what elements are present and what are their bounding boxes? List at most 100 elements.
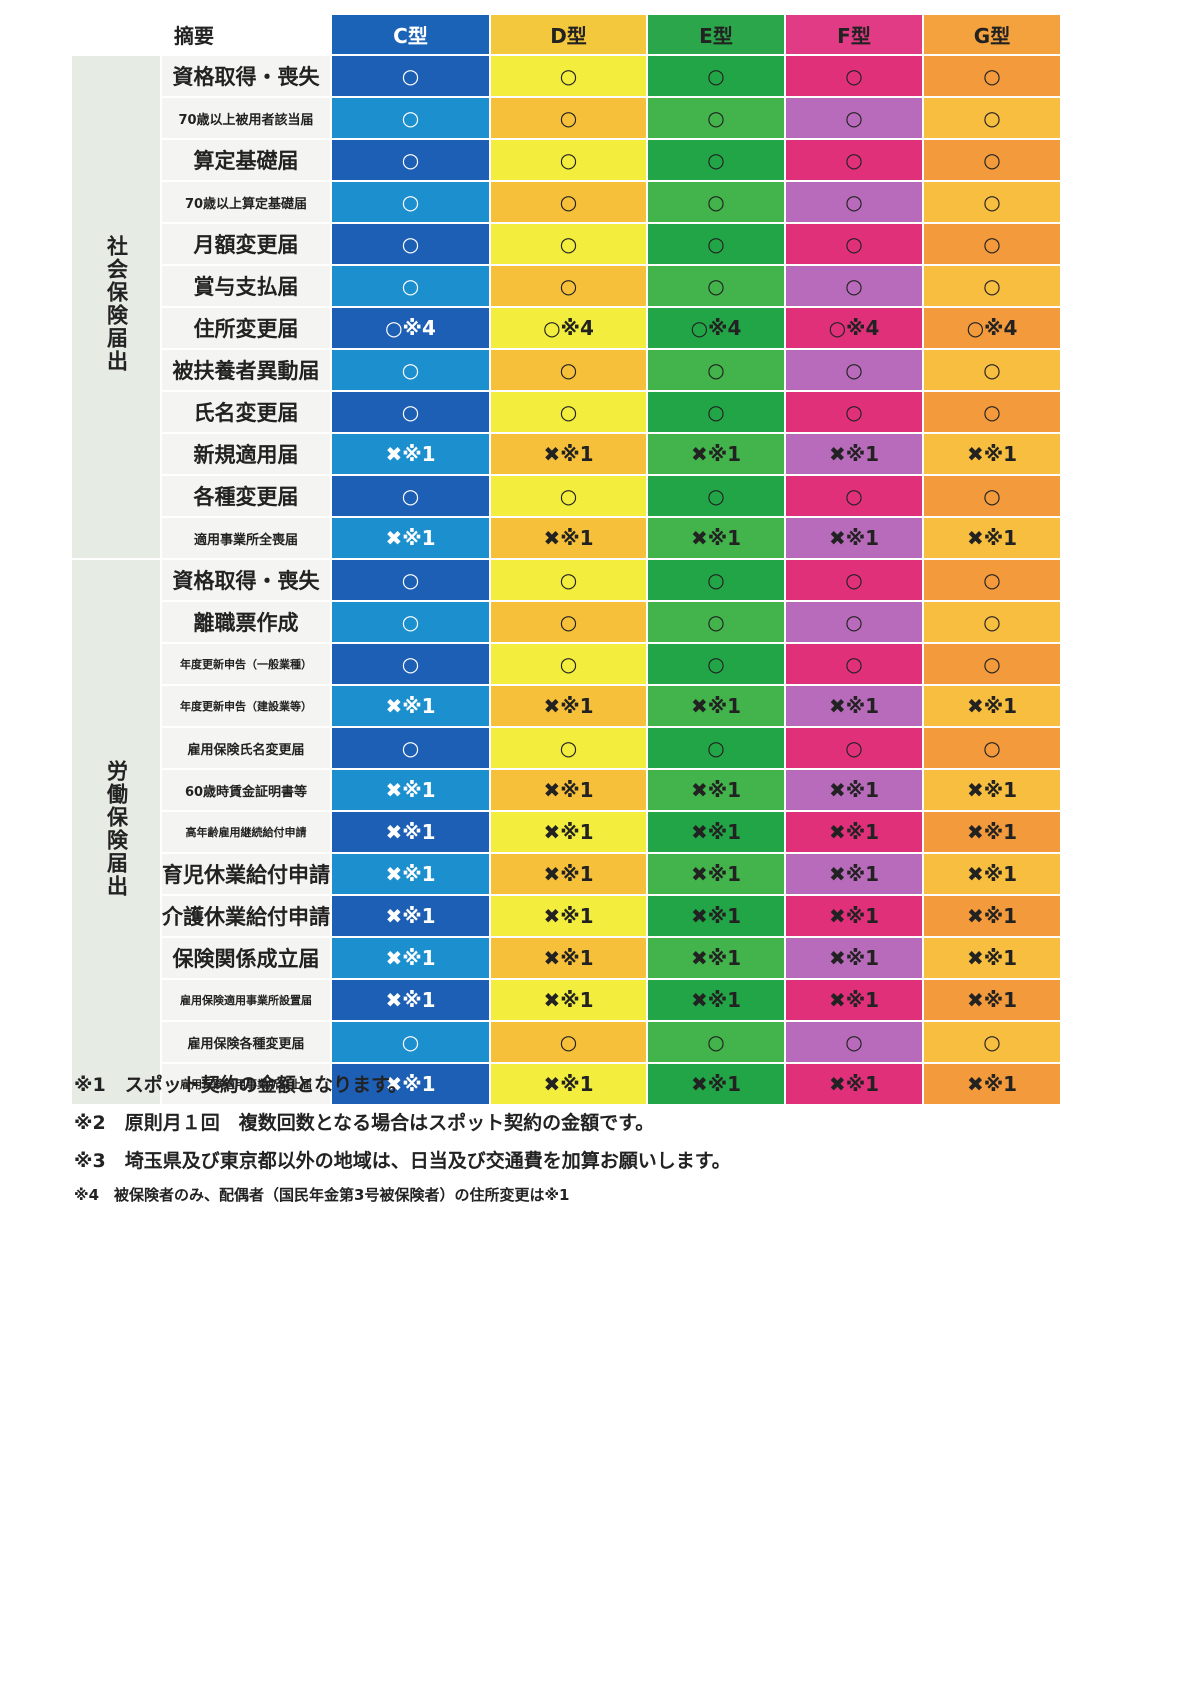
cell-plan-c: ✖※1	[332, 980, 489, 1020]
cell-plan-f: ✖※1	[786, 938, 922, 978]
cell-plan-e: ○	[648, 560, 784, 600]
cell-plan-c: ○	[332, 350, 489, 390]
table-row: 保険関係成立届 ✖※1 ✖※1 ✖※1 ✖※1 ✖※1	[72, 938, 1060, 978]
cell-plan-g: ○※4	[924, 308, 1060, 348]
row-label: 新規適用届	[162, 434, 330, 474]
category-label: 労働保険届出	[104, 759, 129, 898]
cell-plan-c: ✖※1	[332, 434, 489, 474]
table-row: 高年齢雇用継続給付申請 ✖※1 ✖※1 ✖※1 ✖※1 ✖※1	[72, 812, 1060, 852]
table-row: 月額変更届 ○ ○ ○ ○ ○	[72, 224, 1060, 264]
row-label: 介護休業給付申請	[162, 896, 330, 936]
row-label: 資格取得・喪失	[162, 56, 330, 96]
cell-plan-f: ✖※1	[786, 686, 922, 726]
cell-plan-c: ○	[332, 644, 489, 684]
cell-plan-d: ✖※1	[491, 686, 646, 726]
cell-plan-e: ○	[648, 350, 784, 390]
cell-plan-g: ○	[924, 644, 1060, 684]
cell-plan-e: ✖※1	[648, 686, 784, 726]
row-label: 賞与支払届	[162, 266, 330, 306]
cell-plan-c: ○	[332, 140, 489, 180]
cell-plan-c: ✖※1	[332, 1064, 489, 1104]
header-corner	[72, 15, 160, 54]
cell-plan-c: ○	[332, 98, 489, 138]
cell-plan-d: ✖※1	[491, 770, 646, 810]
cell-plan-c: ✖※1	[332, 686, 489, 726]
cell-plan-g: ○	[924, 224, 1060, 264]
cell-plan-c: ○	[332, 602, 489, 642]
header-summary-label: 摘要	[174, 24, 214, 48]
cell-plan-g: ○	[924, 728, 1060, 768]
cell-plan-e: ○	[648, 728, 784, 768]
cell-plan-d: ○	[491, 98, 646, 138]
cell-plan-d: ○	[491, 644, 646, 684]
table-row: 算定基礎届 ○ ○ ○ ○ ○	[72, 140, 1060, 180]
row-label: 住所変更届	[162, 308, 330, 348]
cell-plan-d: ✖※1	[491, 1064, 646, 1104]
cell-plan-e: ○	[648, 602, 784, 642]
cell-plan-f: ✖※1	[786, 770, 922, 810]
cell-plan-e: ✖※1	[648, 938, 784, 978]
cell-plan-g: ✖※1	[924, 980, 1060, 1020]
cell-plan-g: ✖※1	[924, 938, 1060, 978]
cell-plan-f: ○	[786, 224, 922, 264]
cell-plan-f: ○	[786, 140, 922, 180]
cell-plan-e: ○	[648, 98, 784, 138]
cell-plan-d: ○	[491, 140, 646, 180]
row-label: 被扶養者異動届	[162, 350, 330, 390]
cell-plan-e: ○	[648, 140, 784, 180]
row-label: 雇用保険氏名変更届	[162, 728, 330, 768]
table-row: 適用事業所全喪届 ✖※1 ✖※1 ✖※1 ✖※1 ✖※1	[72, 518, 1060, 558]
cell-plan-f: ○	[786, 392, 922, 432]
cell-plan-c: ○	[332, 1022, 489, 1062]
cell-plan-c: ○	[332, 56, 489, 96]
cell-plan-f: ○	[786, 56, 922, 96]
row-label: 雇用保険適用事業所設置届	[162, 980, 330, 1020]
row-label: 氏名変更届	[162, 392, 330, 432]
cell-plan-d: ✖※1	[491, 434, 646, 474]
cell-plan-f: ○	[786, 644, 922, 684]
footnote-2: ※2 原則月１回 複数回数となる場合はスポット契約の金額です。	[74, 1112, 655, 1134]
cell-plan-e: ○	[648, 56, 784, 96]
row-label: 算定基礎届	[162, 140, 330, 180]
row-label: 70歳以上被用者該当届	[162, 98, 330, 138]
row-label: 育児休業給付申請	[162, 854, 330, 894]
cell-plan-g: ○	[924, 56, 1060, 96]
cell-plan-g: ○	[924, 140, 1060, 180]
header-plan-d: D型	[491, 15, 646, 54]
cell-plan-c: ✖※1	[332, 854, 489, 894]
cell-plan-d: ○	[491, 182, 646, 222]
row-label: 年度更新申告（建設業等）	[162, 686, 330, 726]
header-summary: 摘要	[162, 15, 330, 54]
cell-plan-e: ✖※1	[648, 896, 784, 936]
table-row: 雇用保険適用事業所設置届 ✖※1 ✖※1 ✖※1 ✖※1 ✖※1	[72, 980, 1060, 1020]
table-row: 住所変更届 ○※4 ○※4 ○※4 ○※4 ○※4	[72, 308, 1060, 348]
cell-plan-d: ○	[491, 350, 646, 390]
cell-plan-c: ✖※1	[332, 938, 489, 978]
table-row: 離職票作成 ○ ○ ○ ○ ○	[72, 602, 1060, 642]
cell-plan-g: ✖※1	[924, 770, 1060, 810]
category-label: 社会保険届出	[104, 234, 129, 373]
cell-plan-d: ○	[491, 602, 646, 642]
cell-plan-d: ✖※1	[491, 812, 646, 852]
row-label: 離職票作成	[162, 602, 330, 642]
cell-plan-e: ○	[648, 266, 784, 306]
category-labor-insurance: 労働保険届出	[72, 560, 160, 1104]
cell-plan-g: ○	[924, 1022, 1060, 1062]
cell-plan-f: ○	[786, 476, 922, 516]
cell-plan-e: ○※4	[648, 308, 784, 348]
cell-plan-f: ✖※1	[786, 980, 922, 1020]
cell-plan-f: ○	[786, 182, 922, 222]
header-plan-e: E型	[648, 15, 784, 54]
cell-plan-g: ✖※1	[924, 518, 1060, 558]
cell-plan-g: ○	[924, 98, 1060, 138]
cell-plan-f: ○	[786, 728, 922, 768]
cell-plan-e: ✖※1	[648, 1064, 784, 1104]
cell-plan-d: ○	[491, 1022, 646, 1062]
header-plan-g: G型	[924, 15, 1060, 54]
cell-plan-g: ○	[924, 182, 1060, 222]
cell-plan-g: ✖※1	[924, 434, 1060, 474]
cell-plan-d: ○	[491, 224, 646, 264]
cell-plan-d: ○	[491, 560, 646, 600]
cell-plan-d: ○	[491, 266, 646, 306]
cell-plan-g: ○	[924, 392, 1060, 432]
